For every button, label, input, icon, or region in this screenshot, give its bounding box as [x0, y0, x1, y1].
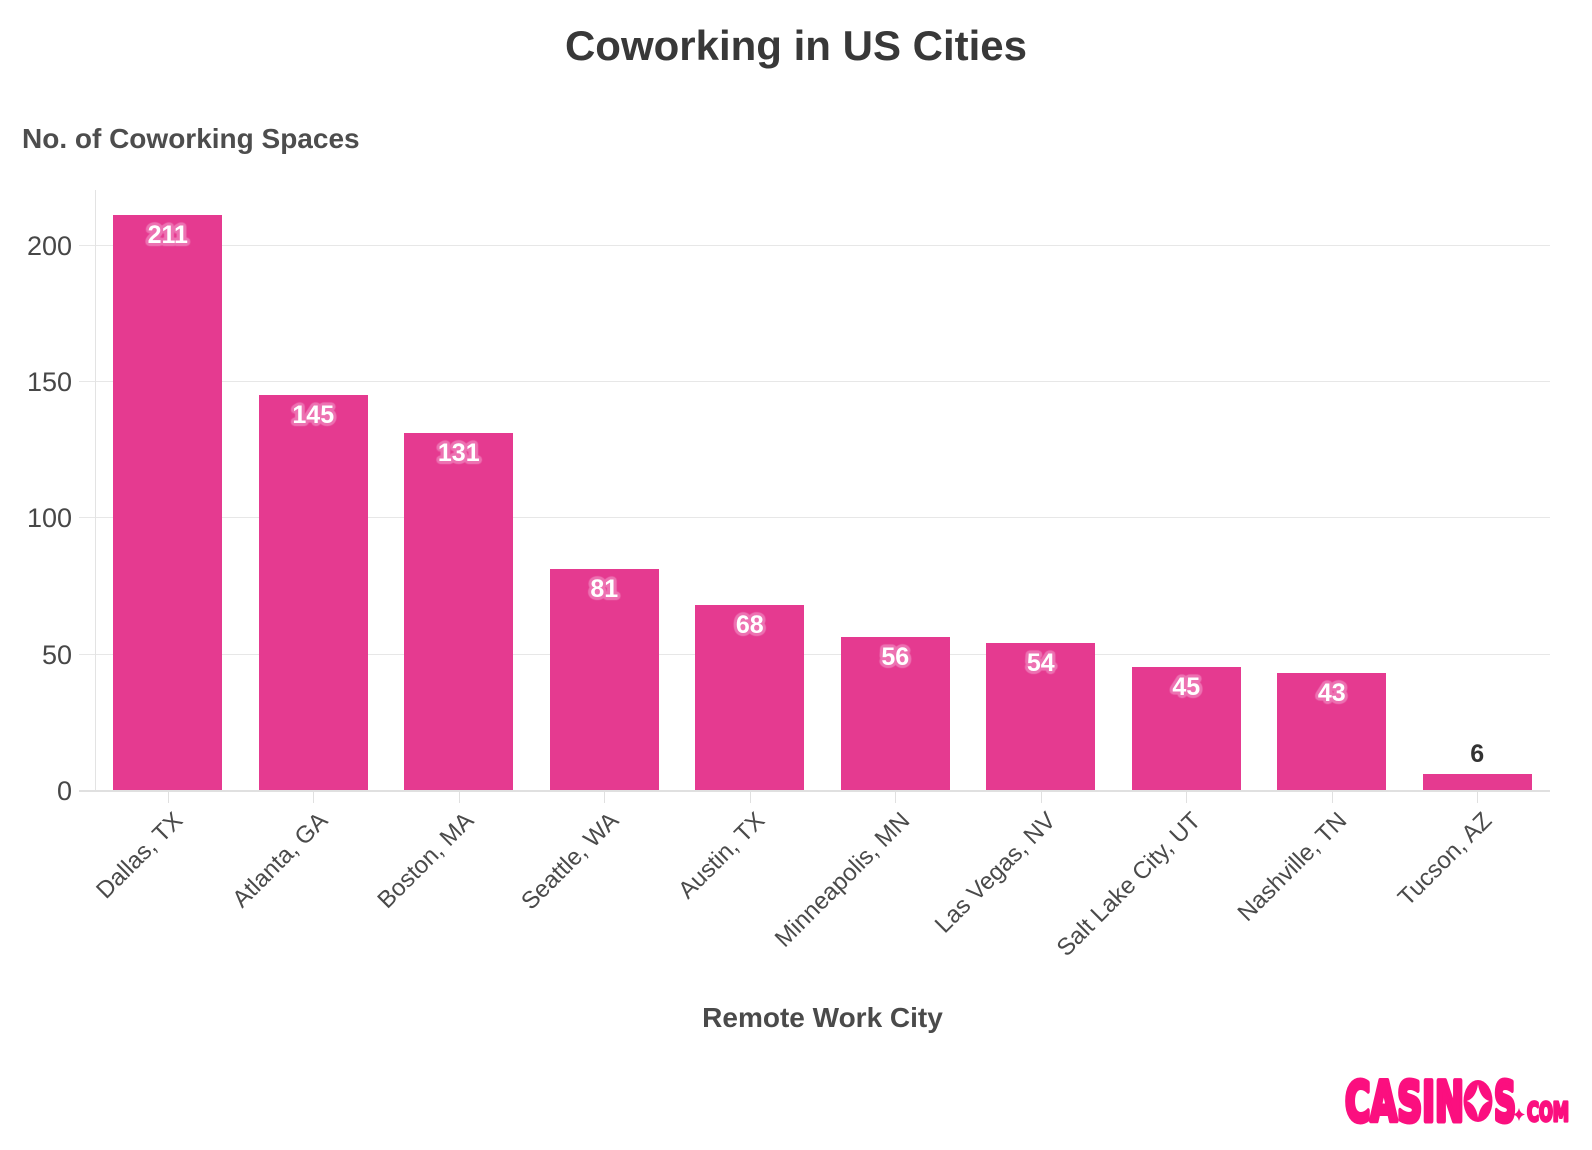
y-axis-line: [95, 190, 96, 790]
bar-value-label-5: 56: [881, 643, 910, 672]
x-tick-3: [604, 790, 606, 803]
x-tick-9: [1477, 790, 1479, 803]
casinos-logo-group: CASIN S COM: [1343, 1068, 1571, 1137]
x-axis-line: [79, 790, 1550, 792]
x-tick-0: [167, 790, 169, 803]
bar-5: [840, 637, 950, 790]
x-tick-6: [1040, 790, 1042, 803]
bar-value-label-4: 68: [735, 610, 764, 639]
logo-o-star-icon: [1466, 1084, 1490, 1118]
y-tick-label-50: 50: [41, 639, 72, 670]
bar-7: [1131, 667, 1241, 790]
bar-value-label-0: 211: [147, 220, 188, 249]
bar-9: [1422, 773, 1532, 790]
logo-text-com: COM: [1527, 1098, 1569, 1128]
y-tick-label-100: 100: [26, 503, 72, 534]
bar-value-label-7: 45: [1172, 673, 1201, 702]
chart-title: Coworking in US Cities: [564, 22, 1028, 69]
gridline-50: [79, 653, 1550, 655]
y-axis-title: No. of Coworking Spaces: [22, 123, 360, 154]
x-tick-2: [458, 790, 460, 803]
bar-3: [549, 569, 659, 790]
bar-4: [695, 604, 805, 790]
x-tick-5: [895, 790, 897, 803]
x-tick-4: [749, 790, 751, 803]
bar-value-label-8: 43: [1317, 678, 1346, 707]
bar-1: [258, 394, 368, 790]
logo-dot-star-icon: [1513, 1108, 1525, 1121]
bar-value-label-6: 54: [1026, 648, 1055, 677]
x-tick-1: [313, 790, 315, 803]
gridline-200: [79, 244, 1550, 246]
bar-value-label-9: 6: [1470, 739, 1485, 768]
casinos-logo: CASIN S COM: [1343, 1068, 1583, 1137]
x-tick-7: [1186, 790, 1188, 803]
x-axis-title: Remote Work City: [702, 1002, 943, 1033]
bar-8: [1277, 672, 1387, 790]
gridline-100: [79, 517, 1550, 519]
logo-text-casin: CASIN: [1345, 1076, 1464, 1132]
bar-2: [404, 432, 514, 790]
casinos-logo-svg: CASIN S COM: [1343, 1068, 1571, 1137]
y-tick-label-0: 0: [56, 776, 72, 806]
bar-value-label-3: 81: [590, 575, 619, 604]
y-tick-label-150: 150: [26, 366, 72, 397]
bar-6: [986, 642, 1096, 790]
bar-value-label-2: 131: [437, 438, 480, 467]
x-tick-8: [1331, 790, 1333, 803]
bar-0: [113, 214, 223, 790]
logo-text-s: S: [1494, 1076, 1516, 1132]
gridline-150: [79, 380, 1550, 382]
bar-value-label-1: 145: [292, 400, 335, 429]
y-tick-label-200: 200: [26, 230, 72, 261]
